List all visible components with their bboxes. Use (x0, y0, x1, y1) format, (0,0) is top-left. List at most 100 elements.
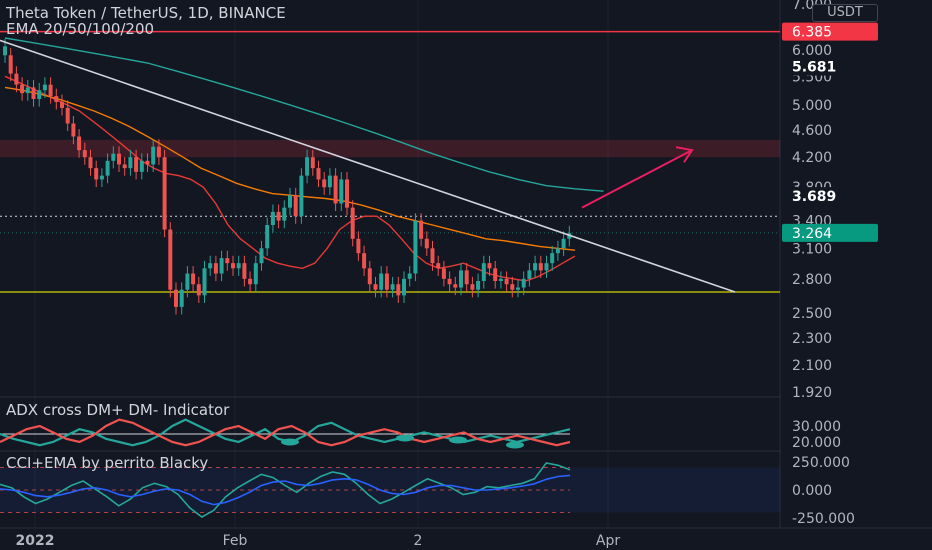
cci-title: CCI+EMA by perrito Blacky (6, 454, 209, 472)
candle-body (316, 168, 321, 180)
projection-arrow (581, 149, 693, 209)
candle-body (225, 258, 230, 264)
arrow-head (675, 146, 694, 163)
candle-body (310, 157, 315, 169)
candle-body (248, 278, 253, 285)
candle-body (379, 273, 384, 290)
cci-band (0, 467, 780, 513)
candle-body (419, 220, 424, 239)
candle-body (202, 268, 207, 296)
candle-body (367, 268, 372, 285)
candles (3, 39, 572, 315)
candle-body (128, 157, 133, 169)
candle-body (179, 289, 184, 307)
time-tick-2: 2 (414, 533, 423, 549)
candle-body (396, 284, 401, 296)
cci-series-1 (0, 474, 571, 506)
candle-body (231, 263, 235, 269)
candle-body (441, 268, 446, 279)
candle-body (253, 263, 258, 285)
candle-body (282, 207, 287, 221)
candle-body (481, 263, 486, 281)
candle-body (493, 268, 498, 281)
candle-body (139, 160, 144, 172)
candle-body (561, 238, 566, 249)
resistance-zone (0, 139, 780, 158)
cci-tick: -250.000 (792, 511, 855, 527)
candle-body (20, 84, 25, 94)
candle-body (174, 289, 178, 307)
candle-body (288, 195, 292, 208)
price-label-3.264-bg (782, 223, 878, 242)
candle-body (151, 146, 156, 165)
candle-body (168, 229, 173, 290)
zones (0, 30, 780, 293)
time-tick-2022: 2022 (16, 533, 55, 549)
candle-body (447, 278, 452, 285)
time-axis[interactable]: 2022 Feb 2 Apr (16, 533, 621, 549)
candle-body (8, 55, 13, 74)
price-tick: 2.300 (792, 331, 832, 347)
candle-body (516, 287, 520, 290)
candle-body (122, 164, 127, 169)
price-tick: 6.000 (792, 43, 832, 59)
candle-body (390, 284, 395, 290)
currency-badge[interactable]: USDT (812, 4, 878, 22)
candle-body (14, 73, 19, 85)
candle-body (105, 160, 110, 176)
candle-body (185, 273, 190, 290)
candle-body (544, 263, 549, 271)
price-tick: 2.100 (792, 358, 832, 374)
ema-line-2 (4, 37, 604, 192)
candle-body (533, 263, 538, 271)
candle-body (487, 263, 492, 269)
candle-body (162, 157, 167, 230)
candle-body (196, 284, 201, 296)
candle-body (333, 175, 338, 204)
chart-title: Theta Token / TetherUS, 1D, BINANCE (6, 4, 286, 22)
candle-body (265, 225, 270, 249)
price-tick: 4.600 (792, 123, 832, 139)
candle-body (527, 270, 532, 279)
adx-cross-marker-0 (281, 438, 299, 446)
adx-series-1 (0, 418, 571, 447)
candle-body (242, 263, 247, 279)
candle-body (25, 87, 30, 94)
candle-body (3, 46, 7, 56)
candle-body (31, 87, 36, 99)
candle-body (37, 90, 42, 99)
price-tick: 4.200 (792, 150, 832, 166)
price-tick: 2.500 (792, 306, 832, 322)
candle-body (430, 248, 435, 264)
candle-body (459, 270, 463, 288)
candle-body (276, 211, 281, 221)
price-tick: 5.000 (792, 98, 832, 114)
price-label-3.264: 3.264 (792, 226, 832, 242)
candle-body (407, 273, 412, 279)
candle-body (550, 253, 555, 264)
candle-body (111, 153, 116, 161)
price-tick: 3.100 (792, 241, 832, 257)
candle-body (54, 96, 59, 102)
candle-body (213, 263, 218, 274)
candle-body (424, 238, 429, 249)
candle-body (42, 84, 47, 91)
candle-body (65, 107, 70, 124)
indicator-panes (0, 418, 780, 518)
candle-body (555, 248, 560, 254)
candle-body (453, 284, 458, 288)
price-label-6.385: 6.385 (792, 25, 832, 41)
price-label-5.681: 5.681 (792, 60, 836, 76)
candle-body (538, 263, 543, 271)
price-axis[interactable]: 7.0006.0005.5005.0004.6004.2003.8003.400… (782, 0, 878, 527)
candle-body (270, 211, 275, 226)
price-tick: 1.920 (792, 385, 832, 401)
candle-body (293, 195, 298, 217)
adx-cross-marker-1 (396, 434, 414, 442)
candle-body (356, 238, 361, 254)
candle-body (384, 273, 389, 290)
price-label-3.689-bg (782, 187, 878, 206)
price-label-6.385-bg (782, 22, 878, 41)
candle-body (339, 179, 344, 204)
